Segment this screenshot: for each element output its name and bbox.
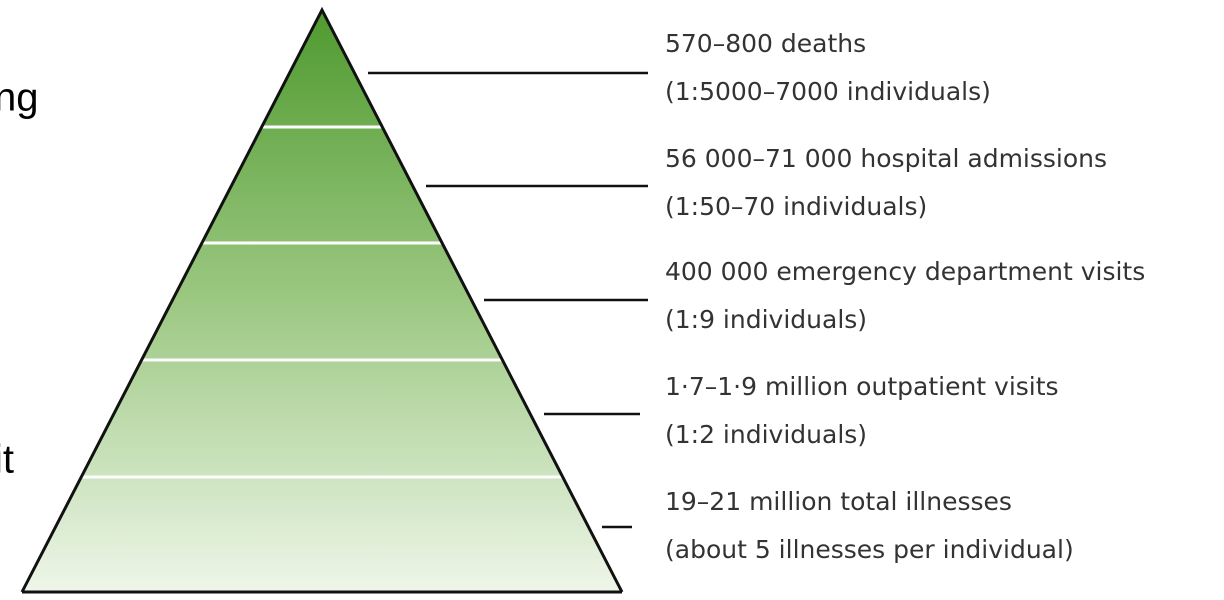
- level-label: 400 000 emergency department visits: [665, 257, 1145, 286]
- pyramid-outline: [20, 6, 624, 593]
- pyramid: [22, 10, 622, 592]
- fragment-text: ng: [0, 76, 39, 120]
- level-detail: (1:50–70 individuals): [665, 192, 927, 221]
- level-label: 1·7–1·9 million outpatient visits: [665, 372, 1059, 401]
- level-label: 570–800 deaths: [665, 29, 866, 58]
- level-detail: (1:9 individuals): [665, 305, 867, 334]
- level-detail: (1:2 individuals): [665, 420, 867, 449]
- level-dividers: [82, 125, 562, 479]
- fragment-text: it: [0, 438, 14, 482]
- level-detail: (about 5 illnesses per individual): [665, 535, 1074, 564]
- level-label: 56 000–71 000 hospital admissions: [665, 144, 1107, 173]
- level-detail: (1:5000–7000 individuals): [665, 77, 991, 106]
- level-label: 19–21 million total illnesses: [665, 487, 1012, 516]
